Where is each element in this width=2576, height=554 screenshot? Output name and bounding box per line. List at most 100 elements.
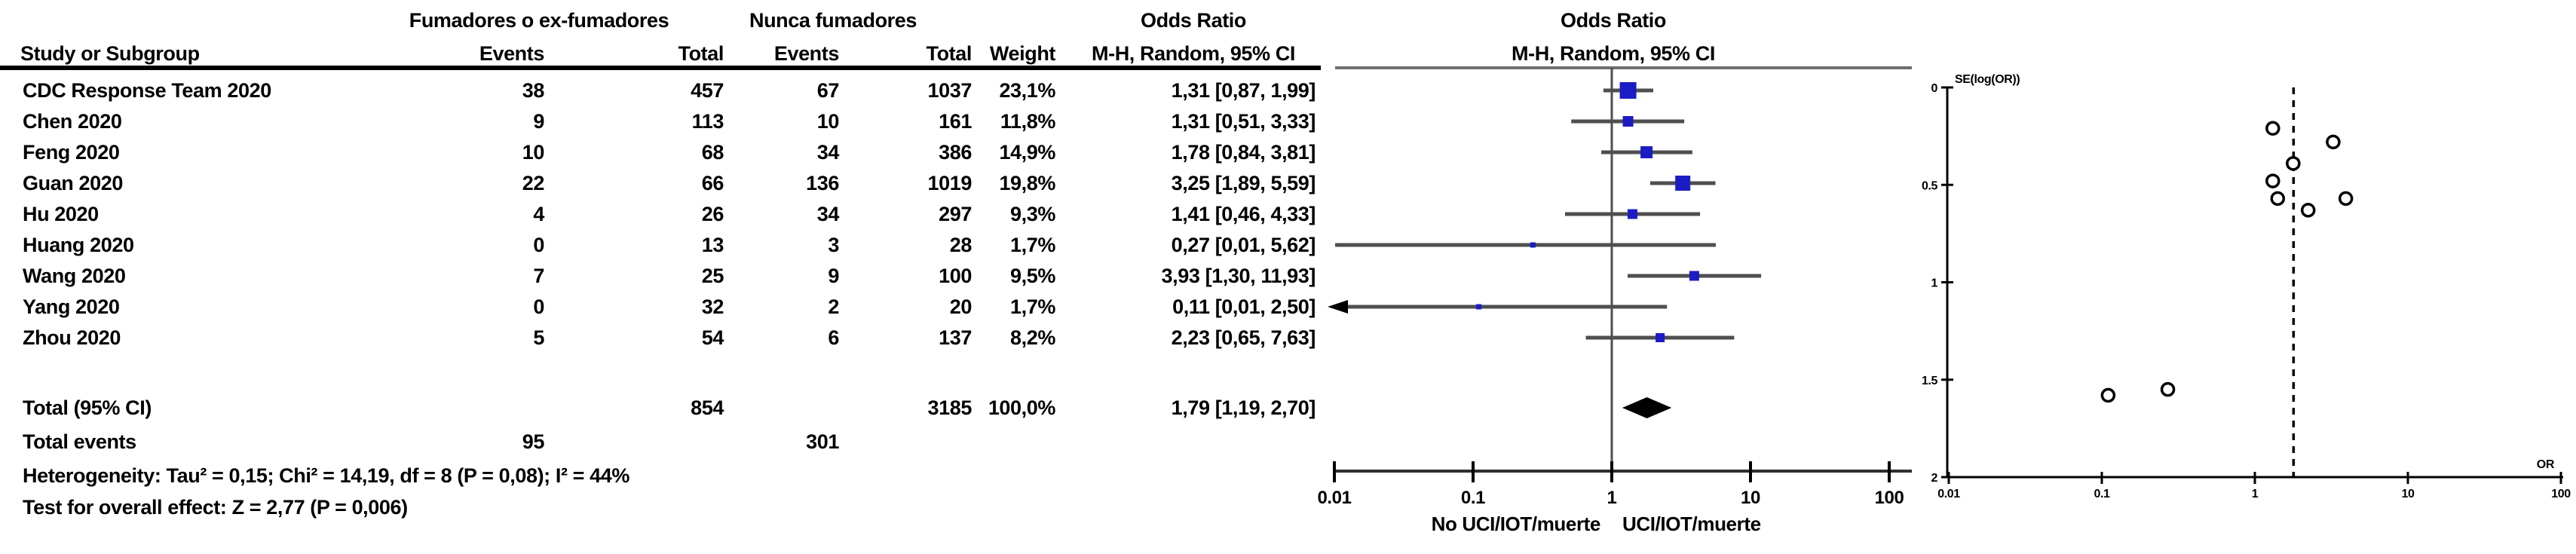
study-name: Huang 2020	[23, 234, 134, 256]
forest-weight-square	[1689, 271, 1699, 281]
events2-value: 34	[816, 203, 840, 225]
study-name: Guan 2020	[23, 172, 123, 194]
study-name: Yang 2020	[23, 295, 120, 318]
or-text-header-line2: M-H, Random, 95% CI	[1092, 42, 1295, 65]
forest-weight-square	[1627, 209, 1637, 219]
weight-value: 1,7%	[1010, 295, 1055, 318]
funnel-point	[2338, 191, 2354, 207]
study-name: Hu 2020	[23, 203, 99, 225]
total-events-ev2: 301	[806, 430, 839, 453]
table-row: Zhou 2020 5 54 6 137 8,2% 2,23 [0,65, 7,63]	[0, 326, 1342, 350]
table-row: Feng 2020 10 68 34 386 14,9% 1,78 [0,84, 3,81]	[0, 140, 1342, 164]
total-orci: 1,79 [1,19, 2,70]	[1171, 396, 1316, 419]
study-name: CDC Response Team 2020	[23, 79, 271, 102]
events2-value: 3	[828, 234, 839, 256]
total2-value: 297	[939, 203, 972, 225]
forest-weight-square	[1619, 82, 1637, 99]
total2-value: 28	[949, 234, 973, 256]
weight-value: 19,8%	[999, 172, 1055, 194]
funnel-x-tick-label: 10	[2402, 488, 2415, 500]
total-events-label: Total events	[23, 430, 136, 453]
funnel-point	[2265, 121, 2280, 136]
total-weight: 100,0%	[988, 396, 1056, 419]
funnel-point	[2160, 381, 2176, 397]
forest-right-direction-label: UCI/IOT/muerte	[1622, 513, 1761, 535]
orci-value: 0,11 [0,01, 2,50]	[1172, 295, 1316, 318]
table-row: Hu 2020 4 26 34 297 9,3% 1,41 [0,46, 4,33]	[0, 202, 1342, 226]
funnel-point	[2270, 191, 2286, 207]
events2-column-header: Events	[773, 42, 840, 65]
funnel-x-axis-title: OR	[2537, 458, 2555, 471]
events1-value: 0	[533, 295, 544, 318]
forest-weight-square	[1530, 242, 1536, 248]
total1-value: 32	[701, 295, 724, 318]
forest-weight-square	[1640, 146, 1653, 158]
orci-value: 1,31 [0,51, 3,33]	[1171, 110, 1316, 133]
events2-value: 6	[828, 326, 839, 349]
total-tot1: 854	[691, 396, 724, 419]
weight-value: 1,7%	[1010, 234, 1055, 256]
table-row: Yang 2020 0 32 2 20 1,7% 0,11 [0,01, 2,50]	[0, 295, 1342, 319]
orci-value: 3,93 [1,30, 11,93]	[1161, 265, 1316, 287]
total2-column-header: Total	[926, 42, 973, 65]
funnel-y-tick-label: 2	[1931, 472, 1938, 485]
funnel-point	[2100, 387, 2116, 403]
events2-value: 67	[816, 79, 840, 102]
funnel-point	[2326, 134, 2341, 150]
funnel-x-tick-label: 1	[2252, 488, 2259, 500]
funnel-x-tick-label: 0.1	[2094, 488, 2110, 500]
weight-value: 23,1%	[999, 79, 1055, 102]
forest-axis-tick-label: 1	[1607, 488, 1617, 508]
or-text-header-line1: Odds Ratio	[1140, 9, 1246, 32]
total-label: Total (95% CI)	[23, 396, 152, 419]
total2-value: 137	[939, 326, 972, 349]
total-events-ev1: 95	[522, 430, 545, 453]
study-name: Wang 2020	[23, 265, 126, 287]
funnel-y-tick-label: 0	[1931, 82, 1938, 95]
table-row: Guan 2020 22 66 136 1019 19,8% 3,25 [1,89, 5,5…	[0, 171, 1342, 195]
orci-value: 2,23 [0,65, 7,63]	[1171, 326, 1316, 349]
header-underline	[0, 66, 1321, 70]
total2-value: 100	[939, 265, 972, 287]
funnel-point	[2300, 203, 2316, 218]
total1-value: 66	[701, 172, 724, 194]
events2-value: 9	[828, 265, 839, 287]
funnel-y-axis-title: SE(log(OR))	[1955, 73, 2020, 86]
heterogeneity-text: Heterogeneity: Tau² = 0,15; Chi² = 14,19…	[23, 464, 629, 487]
funnel-y-tick-label: 0.5	[1922, 179, 1938, 192]
total2-value: 1019	[927, 172, 973, 194]
orci-value: 1,78 [0,84, 3,81]	[1171, 141, 1316, 164]
funnel-y-tick-label: 1	[1931, 277, 1938, 290]
total1-value: 457	[691, 79, 724, 102]
total-row: Total (95% CI) 854 3185 100,0% 1,79 [1,1…	[0, 396, 1342, 420]
forest-axis-tick-label: 10	[1741, 488, 1760, 508]
control-group-header: Nunca fumadores	[749, 9, 917, 32]
forest-weight-square	[1656, 333, 1665, 342]
events1-value: 5	[533, 326, 544, 349]
experimental-group-header: Fumadores o ex-fumadores	[409, 9, 669, 32]
weight-value: 14,9%	[999, 141, 1055, 164]
events1-value: 0	[533, 234, 544, 256]
events1-value: 9	[533, 110, 544, 133]
orci-value: 0,27 [0,01, 5,62]	[1171, 234, 1316, 256]
table-row: CDC Response Team 2020 38 457 67 1037 23,1% 1,…	[0, 78, 1342, 103]
funnel-y-tick-label: 1.5	[1922, 375, 1938, 387]
events1-value: 22	[522, 172, 545, 194]
forest-total-diamond	[1622, 397, 1672, 418]
study-name: Zhou 2020	[23, 326, 121, 349]
funnel-point	[2265, 173, 2280, 188]
total2-value: 1037	[927, 79, 973, 102]
weight-column-header: Weight	[989, 42, 1055, 65]
events2-value: 136	[806, 172, 839, 194]
forest-header-line1: Odds Ratio	[1560, 9, 1666, 32]
forest-axis-tick-label: 0.01	[1317, 488, 1351, 508]
total1-value: 54	[701, 326, 724, 349]
events2-value: 10	[816, 110, 840, 133]
weight-value: 9,5%	[1010, 265, 1055, 287]
events2-value: 2	[828, 295, 839, 318]
total2-value: 20	[949, 295, 973, 318]
funnel-x-tick-label: 0.01	[1937, 488, 1960, 500]
study-column-header: Study or Subgroup	[20, 42, 200, 65]
total1-value: 68	[701, 141, 724, 164]
total2-value: 386	[939, 141, 972, 164]
